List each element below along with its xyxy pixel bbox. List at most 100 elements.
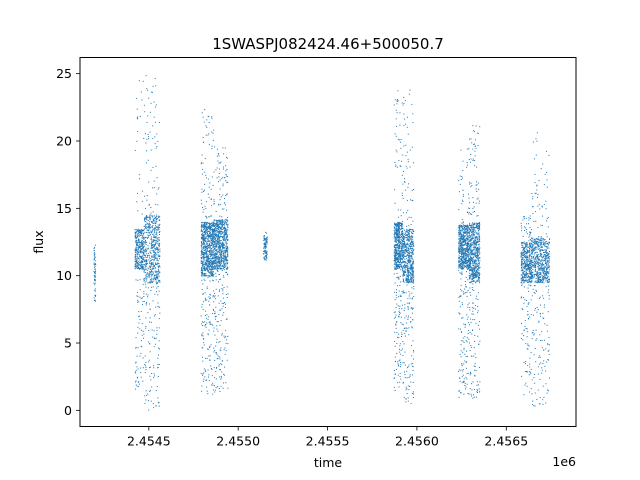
data-point <box>405 123 407 125</box>
data-point <box>398 266 400 268</box>
data-point <box>224 302 226 304</box>
data-point <box>222 239 224 241</box>
data-point <box>404 335 406 337</box>
data-point <box>211 265 213 267</box>
data-point <box>94 294 96 296</box>
data-point <box>227 248 229 250</box>
data-point <box>135 347 137 349</box>
data-point <box>411 242 413 243</box>
data-point <box>410 267 412 269</box>
data-point <box>213 296 215 298</box>
data-point <box>412 271 414 273</box>
data-point <box>394 99 396 101</box>
data-point <box>395 245 397 247</box>
data-point <box>408 237 410 239</box>
data-point <box>403 272 405 274</box>
data-point <box>142 244 144 246</box>
data-point <box>208 216 210 218</box>
data-point <box>211 262 213 264</box>
data-point <box>206 235 208 237</box>
data-point <box>156 333 158 335</box>
data-point <box>156 386 158 388</box>
data-point <box>459 306 461 308</box>
data-point <box>151 244 153 246</box>
data-point <box>468 245 470 247</box>
data-point <box>152 403 154 405</box>
data-point <box>223 247 225 249</box>
data-point <box>148 268 150 270</box>
data-point <box>466 231 468 233</box>
data-point <box>408 232 410 234</box>
data-point <box>458 260 460 262</box>
data-point <box>264 241 266 243</box>
data-point <box>218 172 220 174</box>
data-point <box>410 258 412 260</box>
data-point <box>219 356 221 358</box>
data-point <box>461 257 463 259</box>
data-point <box>94 270 96 272</box>
data-point <box>459 234 461 236</box>
data-point <box>222 255 224 257</box>
data-point <box>411 199 413 201</box>
data-point <box>406 370 408 372</box>
data-point <box>401 225 403 227</box>
data-point <box>213 257 215 259</box>
data-point <box>403 255 405 257</box>
data-point <box>412 340 414 342</box>
data-point <box>206 126 208 128</box>
data-point <box>409 267 411 269</box>
data-point <box>207 235 209 237</box>
data-point <box>411 271 413 273</box>
data-point <box>212 250 214 252</box>
data-point <box>154 267 156 269</box>
data-point <box>157 247 159 249</box>
data-point <box>462 201 464 202</box>
data-point <box>224 251 226 253</box>
data-point <box>394 233 396 235</box>
data-point <box>394 228 396 230</box>
data-point <box>401 234 403 236</box>
data-point <box>407 239 409 241</box>
data-point <box>410 269 412 271</box>
data-point <box>138 311 140 313</box>
data-point <box>218 388 220 390</box>
data-point <box>408 257 410 259</box>
data-point <box>211 131 213 133</box>
data-point <box>398 365 400 367</box>
data-point <box>395 240 397 242</box>
data-point <box>157 375 159 377</box>
data-point <box>147 393 149 395</box>
data-point <box>157 250 159 252</box>
data-point <box>224 306 226 308</box>
data-point <box>221 232 223 234</box>
data-point <box>210 265 212 267</box>
data-point <box>140 245 142 247</box>
data-point <box>226 229 228 231</box>
data-point <box>157 140 159 142</box>
data-point <box>404 267 406 269</box>
data-point <box>157 248 159 250</box>
data-point <box>467 251 469 253</box>
data-point <box>201 224 203 226</box>
data-point <box>461 260 463 262</box>
data-point <box>141 266 143 268</box>
data-point <box>460 356 462 358</box>
data-point <box>406 218 408 220</box>
data-point <box>222 220 224 222</box>
data-point <box>400 249 402 251</box>
data-point <box>141 99 143 101</box>
data-point <box>142 367 144 369</box>
data-point <box>140 91 142 93</box>
data-point <box>404 281 406 283</box>
data-point <box>458 261 460 263</box>
data-point <box>204 222 206 224</box>
data-point <box>265 249 267 251</box>
data-point <box>209 225 210 227</box>
data-point <box>201 225 203 227</box>
data-point <box>147 226 149 228</box>
data-point <box>404 243 406 245</box>
data-point <box>208 243 210 245</box>
data-point <box>209 256 211 258</box>
data-point <box>211 244 213 246</box>
data-point <box>145 254 147 256</box>
